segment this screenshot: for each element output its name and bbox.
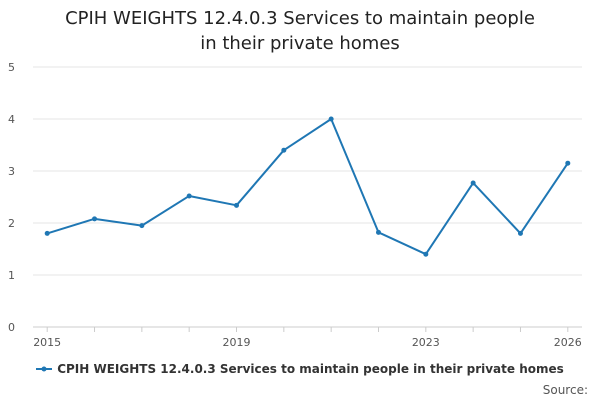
gridlines — [33, 66, 582, 276]
data-point[interactable] — [517, 230, 523, 236]
y-tick-label: 1 — [8, 269, 15, 282]
series-line — [46, 118, 569, 256]
source-label: Source: — [542, 383, 588, 397]
data-point[interactable] — [375, 229, 381, 235]
y-tick-label: 0 — [8, 321, 15, 334]
legend[interactable]: CPIH WEIGHTS 12.4.0.3 Services to mainta… — [0, 362, 600, 376]
x-tick-label: 2026 — [554, 336, 582, 349]
y-tick-label: 5 — [8, 61, 15, 74]
data-point[interactable] — [328, 116, 334, 122]
data-point[interactable] — [565, 160, 571, 166]
series-layer — [44, 116, 571, 257]
x-tick-label: 2015 — [33, 336, 61, 349]
data-point[interactable] — [423, 251, 429, 257]
legend-label: CPIH WEIGHTS 12.4.0.3 Services to mainta… — [57, 362, 564, 376]
x-tick-label: 2023 — [412, 336, 440, 349]
data-point[interactable] — [234, 202, 240, 208]
data-point[interactable] — [139, 223, 145, 229]
y-tick-label: 2 — [8, 217, 15, 230]
y-tick-label: 4 — [8, 113, 15, 126]
chart-title: CPIH WEIGHTS 12.4.0.3 Services to mainta… — [65, 8, 535, 54]
legend-swatch-icon — [36, 366, 53, 372]
data-point[interactable] — [186, 193, 192, 199]
x-tick-label: 2019 — [223, 336, 251, 349]
data-point[interactable] — [44, 230, 50, 236]
data-point[interactable] — [92, 216, 98, 222]
axes: 0 1 2 3 4 5 2015 2019 2023 2026 — [8, 61, 582, 349]
y-tick-label: 3 — [8, 165, 15, 178]
data-point[interactable] — [281, 147, 287, 153]
data-point[interactable] — [470, 180, 476, 186]
